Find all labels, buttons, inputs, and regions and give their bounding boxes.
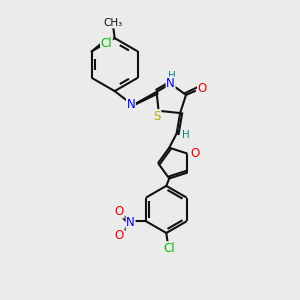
Text: CH₃: CH₃ bbox=[103, 18, 123, 28]
Text: N: N bbox=[166, 77, 175, 90]
Text: N: N bbox=[127, 98, 135, 111]
Text: O: O bbox=[115, 229, 124, 242]
Text: N: N bbox=[126, 216, 135, 229]
Text: H: H bbox=[182, 130, 190, 140]
Text: O: O bbox=[115, 205, 124, 218]
Text: Cl: Cl bbox=[100, 37, 112, 50]
Text: O: O bbox=[190, 147, 199, 160]
Text: S: S bbox=[153, 110, 161, 123]
Text: Cl: Cl bbox=[164, 242, 175, 255]
Text: O: O bbox=[198, 82, 207, 95]
Text: H: H bbox=[168, 70, 176, 80]
